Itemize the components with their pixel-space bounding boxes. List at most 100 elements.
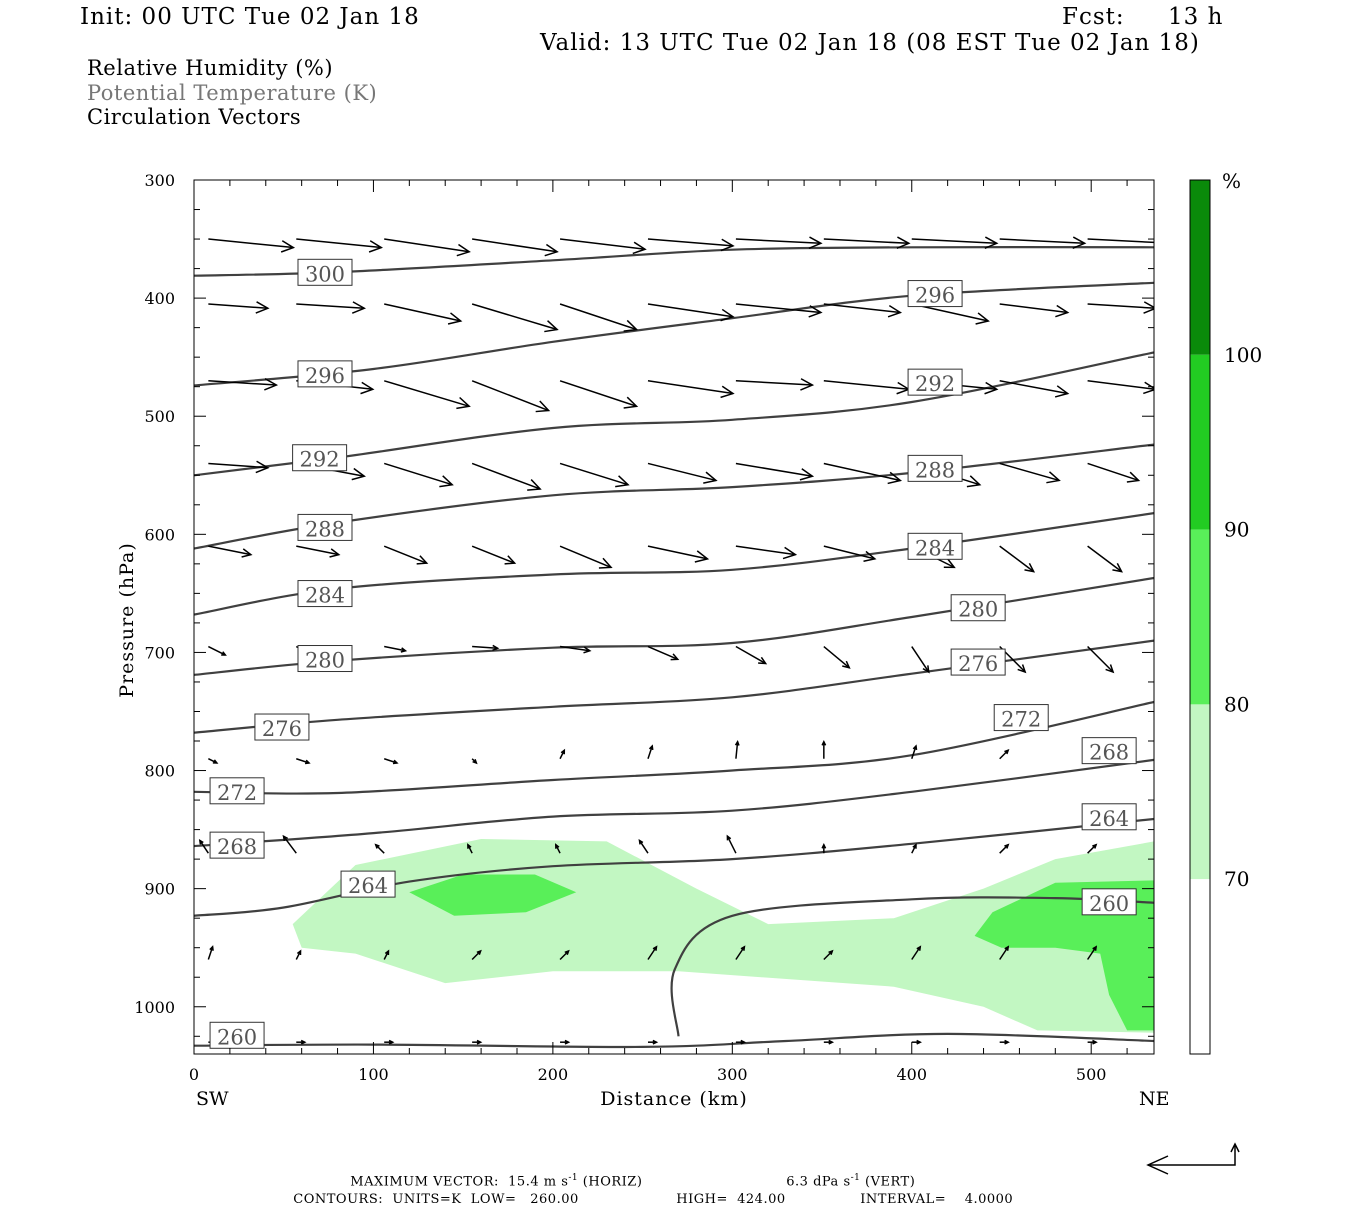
vector-head xyxy=(887,304,903,318)
plot-frame xyxy=(193,179,1155,1055)
max-vector-horizontal: 15.4 m s xyxy=(508,1174,569,1190)
circulation-vector xyxy=(911,945,922,960)
theta-label-box xyxy=(209,831,265,859)
vector-head xyxy=(1112,562,1123,573)
vector-head xyxy=(544,243,559,257)
vector-head xyxy=(492,644,500,652)
y-tick-label: 700 xyxy=(144,643,175,662)
circulation-vector xyxy=(383,758,399,765)
vector-head xyxy=(360,381,375,395)
circulation-vector xyxy=(1087,237,1173,248)
theta-contour-label-260: 260 xyxy=(209,1021,265,1049)
contours-high-info: HIGH= 424.00 xyxy=(667,1177,786,1207)
vector-shaft xyxy=(383,380,470,408)
circulation-vector xyxy=(735,378,815,391)
circulation-vector xyxy=(208,378,279,391)
vector-head xyxy=(1143,381,1154,395)
theta-label-text: 264 xyxy=(1089,807,1129,831)
vector-head xyxy=(720,308,735,322)
colorbar-level-label: 90 xyxy=(1224,518,1249,542)
vector-head xyxy=(527,479,542,491)
x-tick-label: 100 xyxy=(358,1065,389,1084)
colorbar-level-label: 70 xyxy=(1224,867,1249,891)
circulation-vector xyxy=(999,236,1087,250)
vector-head xyxy=(544,320,559,333)
theta-contour-264 xyxy=(194,817,1154,917)
circulation-vector xyxy=(735,303,823,318)
circulation-vector xyxy=(821,842,827,854)
circulation-vector xyxy=(1087,843,1098,854)
vector-head xyxy=(896,236,911,250)
vector-head xyxy=(916,945,922,951)
vector-shaft xyxy=(471,303,558,331)
vector-shaft xyxy=(1087,645,1114,673)
vector-shaft xyxy=(647,462,717,482)
circulation-vector xyxy=(1087,645,1115,674)
circulation-vector xyxy=(384,645,408,653)
circulation-vector xyxy=(472,644,500,652)
vector-head xyxy=(758,656,768,665)
vector-shaft xyxy=(647,238,734,247)
circulation-vector xyxy=(208,460,270,474)
vector-head xyxy=(632,241,647,255)
circulation-vector xyxy=(384,1039,395,1045)
circulation-vector xyxy=(999,749,1010,760)
circulation-vector xyxy=(999,462,1061,484)
circulation-vector xyxy=(735,236,823,250)
colorbar-segment xyxy=(1190,529,1210,705)
circulation-vector xyxy=(198,839,209,854)
y-tick-label: 400 xyxy=(144,289,175,308)
circulation-vector xyxy=(647,238,735,252)
contours-info: CONTOURS: UNITS=K LOW= 260.00 xyxy=(284,1177,579,1207)
theta-label-text: 288 xyxy=(915,458,955,482)
vector-head xyxy=(1004,1039,1010,1045)
y-tick-label: 300 xyxy=(144,171,175,190)
circulation-vector xyxy=(208,301,270,314)
vector-head xyxy=(456,396,471,410)
vector-shaft xyxy=(472,238,558,253)
vector-shaft xyxy=(1087,462,1139,482)
init-time: Init: 00 UTC Tue 02 Jan 18 xyxy=(80,4,420,30)
vector-head xyxy=(1004,945,1010,951)
vector-head xyxy=(726,834,732,841)
circulation-vector xyxy=(999,380,1070,398)
theta-label-text: 276 xyxy=(262,717,302,741)
theta-contour-label-276: 276 xyxy=(950,648,1006,676)
vector-shaft xyxy=(384,303,461,322)
vector-shaft xyxy=(999,749,1009,760)
x-tick-label: 0 xyxy=(189,1065,199,1084)
circulation-vector xyxy=(383,380,471,410)
vector-shaft xyxy=(735,645,767,665)
circulation-vector xyxy=(467,843,473,854)
vector-head xyxy=(623,396,639,409)
theta-contour-272 xyxy=(194,700,1154,795)
vector-head xyxy=(975,312,990,325)
circulation-vector xyxy=(555,843,561,854)
theta-label-box xyxy=(297,513,353,541)
vector-shaft xyxy=(296,303,365,310)
vector-shaft xyxy=(823,303,901,314)
circulation-vector xyxy=(647,303,735,322)
colorbar-segment xyxy=(1190,180,1210,355)
circulation-vector xyxy=(471,380,551,413)
theta-contour-label-296: 296 xyxy=(907,280,963,308)
theta-label-text: 284 xyxy=(305,584,345,608)
theta-label-box xyxy=(1081,803,1137,831)
vector-head xyxy=(456,243,471,257)
vector-shaft xyxy=(638,840,649,854)
vector-head xyxy=(1161,237,1173,248)
theta-contour-label-268: 268 xyxy=(209,831,265,859)
vector-head xyxy=(1092,945,1098,951)
vector-head xyxy=(1105,664,1115,674)
vector-shaft xyxy=(207,946,214,960)
legend-circulation-vectors: Circulation Vectors xyxy=(87,105,302,129)
vector-head xyxy=(221,651,227,656)
legend-potential-temperature: Potential Temperature (K) xyxy=(87,81,378,105)
vector-head xyxy=(304,759,311,765)
theta-contour-label-284: 284 xyxy=(297,580,353,608)
colorbar-segment xyxy=(1190,354,1210,530)
vector-head xyxy=(384,949,390,956)
theta-contour-label-284: 284 xyxy=(907,532,963,560)
circulation-vector xyxy=(999,303,1070,318)
reference-vector xyxy=(1146,1142,1240,1175)
